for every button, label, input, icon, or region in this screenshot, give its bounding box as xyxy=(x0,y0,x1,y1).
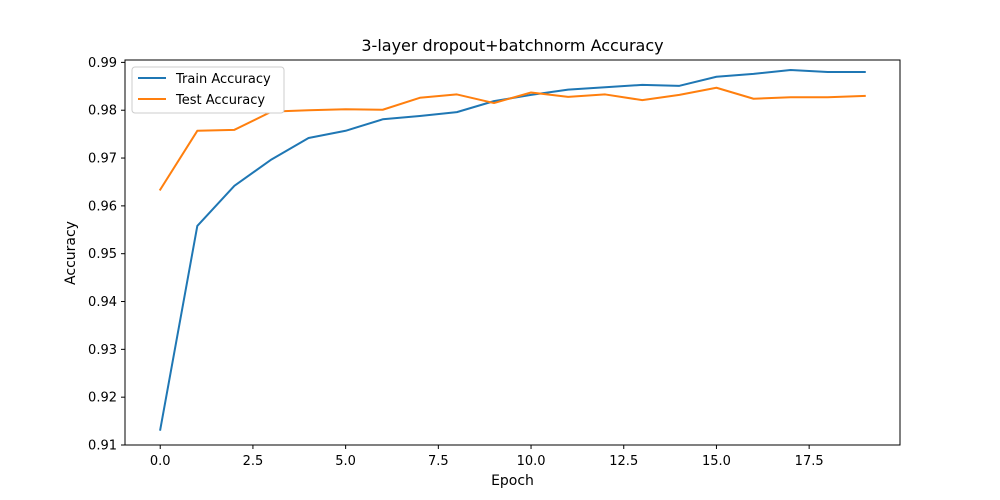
y-tick-label: 0.96 xyxy=(88,199,117,214)
plot-area xyxy=(124,59,901,446)
legend-box xyxy=(131,66,285,114)
y-tick-label: 0.93 xyxy=(88,343,117,358)
x-tick-label: 12.5 xyxy=(609,454,638,469)
legend-label-test: Test Accuracy xyxy=(175,93,265,108)
x-tick-label: 7.5 xyxy=(428,454,449,469)
y-tick-label: 0.94 xyxy=(88,295,117,310)
y-axis-ticks: 0.91 0.92 0.93 0.94 0.95 0.96 0.97 0.98 0.99 xyxy=(88,56,125,454)
y-tick-label: 0.95 xyxy=(88,247,117,262)
y-tick-label: 0.91 xyxy=(88,439,117,454)
x-tick-label: 15.0 xyxy=(702,454,731,469)
y-axis-label: Accuracy xyxy=(63,221,79,285)
y-tick-label: 0.97 xyxy=(88,152,117,167)
legend-label-train: Train Accuracy xyxy=(175,72,271,87)
x-tick-label: 17.5 xyxy=(795,454,824,469)
legend: Train Accuracy Test Accuracy xyxy=(131,66,285,114)
chart-title: 3-layer dropout+batchnorm Accuracy xyxy=(361,36,663,55)
x-axis-ticks: 0.0 2.5 5.0 7.5 10.0 12.5 15.0 17.5 xyxy=(150,445,824,469)
x-tick-label: 10.0 xyxy=(517,454,546,469)
x-tick-label: 5.0 xyxy=(335,454,356,469)
y-tick-label: 0.99 xyxy=(88,56,117,71)
x-tick-label: 2.5 xyxy=(243,454,264,469)
x-tick-label: 0.0 xyxy=(150,454,171,469)
y-tick-label: 0.92 xyxy=(88,391,117,406)
y-tick-label: 0.98 xyxy=(88,104,117,119)
x-axis-label: Epoch xyxy=(491,473,534,489)
plot-frame xyxy=(124,59,901,446)
